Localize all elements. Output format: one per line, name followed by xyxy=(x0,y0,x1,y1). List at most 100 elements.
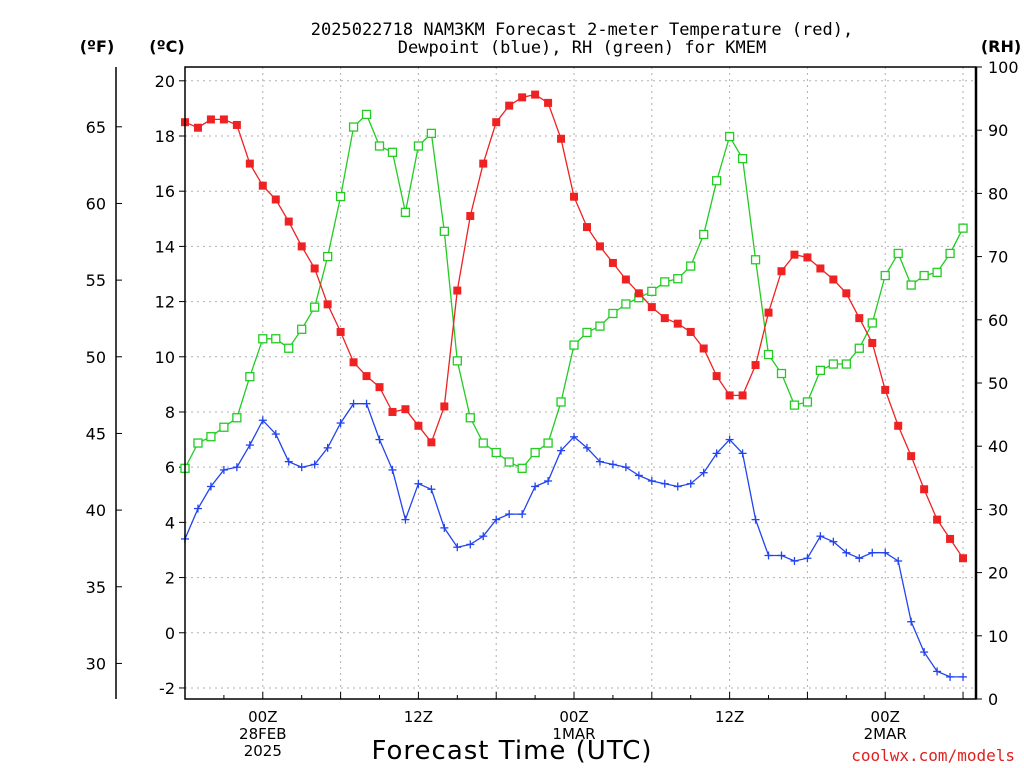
temperature-point xyxy=(310,264,319,273)
dewpoint-point xyxy=(816,532,825,541)
temperature-point xyxy=(570,192,579,201)
celsius-unit-label: (ºC) xyxy=(149,37,184,56)
dewpoint-point xyxy=(518,510,527,519)
rh-point xyxy=(932,267,942,278)
dewpoint-point xyxy=(401,515,410,524)
temperature-point xyxy=(518,93,527,102)
celsius-tick-label: 6 xyxy=(165,458,175,477)
fahrenheit-tick-label: 30 xyxy=(86,654,106,673)
rh-point xyxy=(867,318,877,328)
rh-unit-label: (RH) xyxy=(981,37,1021,56)
rh-point xyxy=(361,109,372,120)
celsius-tick-label: 10 xyxy=(155,348,175,367)
temperature-point xyxy=(647,303,656,312)
rh-point xyxy=(452,356,462,366)
rh-point xyxy=(660,277,670,287)
rh-tick-label: 0 xyxy=(988,690,998,709)
dewpoint-point xyxy=(245,441,254,450)
temperature-point xyxy=(946,534,955,543)
rh-point xyxy=(958,223,968,233)
temperature-point xyxy=(959,554,968,563)
temperature-point xyxy=(868,338,877,347)
rh-tick-label: 90 xyxy=(988,121,1008,140)
temperature-point xyxy=(621,275,630,284)
dewpoint-point xyxy=(323,443,332,452)
dewpoint-point xyxy=(777,551,786,560)
dewpoint-point xyxy=(933,667,942,676)
rh-point xyxy=(854,343,864,353)
temperature-point xyxy=(582,223,591,232)
temperature-point xyxy=(323,300,332,309)
rh-tick-label: 10 xyxy=(988,627,1008,646)
rh-tick-label: 60 xyxy=(988,311,1008,330)
rh-tick-label: 50 xyxy=(988,374,1008,393)
fahrenheit-tick-label: 60 xyxy=(86,194,106,213)
temperature-point xyxy=(816,264,825,273)
celsius-tick-label: 4 xyxy=(165,513,175,532)
rh-point xyxy=(297,324,307,334)
dewpoint-point xyxy=(206,482,215,491)
rh-point xyxy=(686,261,696,271)
dewpoint-point xyxy=(881,548,890,557)
temperature-point xyxy=(660,314,669,323)
temperature-point xyxy=(790,250,799,259)
rh-point xyxy=(517,463,527,473)
dewpoint-point xyxy=(894,557,903,566)
temperature-point xyxy=(453,286,462,295)
dewpoint-point xyxy=(219,465,228,474)
dewpoint-point xyxy=(907,617,916,626)
temperature-point xyxy=(440,402,449,411)
rh-point xyxy=(945,248,955,259)
rh-point xyxy=(387,147,398,157)
rh-tick-label: 80 xyxy=(988,184,1008,203)
rh-point xyxy=(413,141,424,151)
temperature-point xyxy=(466,212,475,221)
temperature-point xyxy=(855,314,864,323)
temperature-point xyxy=(375,383,384,392)
rh-tick-label: 70 xyxy=(988,248,1008,267)
temperature-point xyxy=(738,391,747,400)
fahrenheit-unit-label: (ºF) xyxy=(80,37,115,56)
dewpoint-point xyxy=(686,479,695,488)
rh-point xyxy=(271,334,281,344)
rh-point xyxy=(712,176,722,186)
rh-tick-label: 20 xyxy=(988,564,1008,583)
rh-point xyxy=(232,413,242,423)
rh-point xyxy=(219,422,229,432)
dewpoint-point xyxy=(466,540,475,549)
fahrenheit-tick-label: 45 xyxy=(86,424,106,443)
dewpoint-point xyxy=(531,482,540,491)
time-tick-label: 12Z xyxy=(715,708,744,726)
rh-point xyxy=(789,400,800,410)
fahrenheit-axis: 30 35 40 45 50 55 60 65 xyxy=(86,67,122,699)
temperature-point xyxy=(232,120,241,129)
temperature-point xyxy=(686,327,695,336)
dewpoint-point xyxy=(336,419,345,428)
temperature-point xyxy=(608,258,617,267)
temperature-point xyxy=(414,421,423,430)
rh-point xyxy=(478,438,488,448)
dewpoint-point xyxy=(453,543,462,552)
rh-point xyxy=(776,368,787,379)
dewpoint-point xyxy=(764,551,773,560)
dewpoint-point xyxy=(284,457,293,466)
rh-point xyxy=(737,153,748,164)
temperature-point xyxy=(557,134,566,143)
fahrenheit-tick-label: 50 xyxy=(86,348,106,367)
dewpoint-point xyxy=(647,476,656,485)
dewpoint-point xyxy=(375,435,384,444)
dewpoint-point xyxy=(959,672,968,681)
dewpoint-point xyxy=(946,672,955,681)
rh-point xyxy=(193,438,203,448)
dewpoint-point xyxy=(608,460,617,469)
dewpoint-point xyxy=(868,548,877,557)
temperature-point xyxy=(362,372,371,381)
dewpoint-point xyxy=(660,479,669,488)
dewpoint-point xyxy=(440,523,449,532)
temperature-point xyxy=(401,405,410,414)
rh-point xyxy=(647,286,657,297)
time-tick-label: 00Z xyxy=(871,708,900,726)
temperature-point xyxy=(634,289,643,298)
temperature-point xyxy=(284,217,293,226)
grid-lines xyxy=(185,67,976,699)
